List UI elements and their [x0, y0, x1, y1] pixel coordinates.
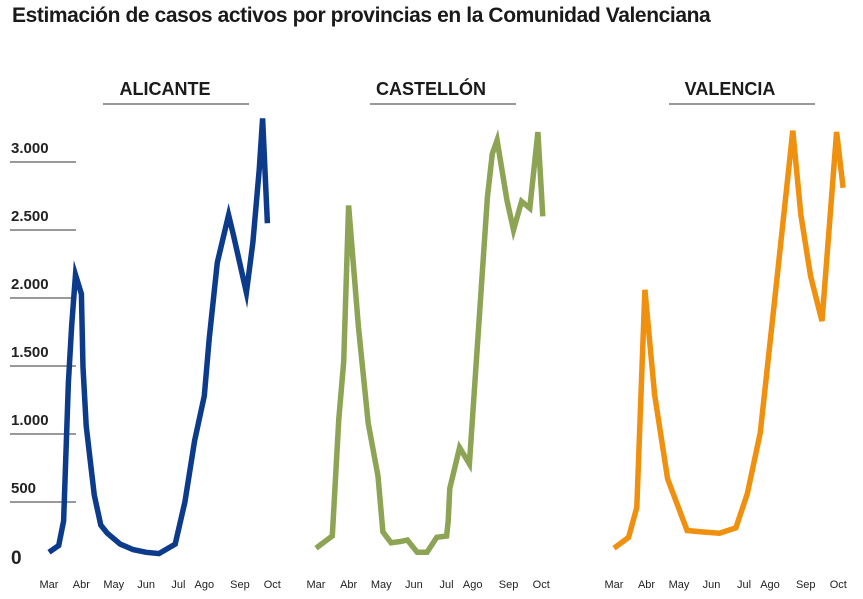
- x-tick-label: Mar: [307, 579, 326, 591]
- x-tick-label: Ago: [463, 579, 483, 591]
- x-tick-label: Jul: [440, 579, 454, 591]
- x-tick-label: Sep: [796, 579, 816, 591]
- panel-1: CASTELLÓN Mar Abr May Jun Jul Ago Sep Oct: [307, 78, 550, 591]
- x-tick-label: Abr: [73, 579, 90, 591]
- x-tick-label: Sep: [499, 579, 519, 591]
- panel-title: ALICANTE: [120, 79, 211, 99]
- panel-title: VALENCIA: [685, 79, 776, 99]
- x-tick-label: Jun: [703, 579, 721, 591]
- panel-2: VALENCIA Mar Abr May Jun Jul Ago Sep Oct: [605, 79, 847, 591]
- x-tick-label: May: [669, 579, 690, 591]
- x-tick-label: Mar: [40, 579, 59, 591]
- panel-title: CASTELLÓN: [376, 78, 486, 99]
- x-tick-label: Abr: [638, 579, 655, 591]
- x-tick-label: Ago: [760, 579, 780, 591]
- x-tick-label: May: [371, 579, 392, 591]
- x-tick-label: Jul: [737, 579, 751, 591]
- y-tick-label: 2.000: [11, 276, 49, 293]
- series-line: [314, 129, 546, 556]
- panel-0: ALICANTE Mar Abr May Jun Jul Ago Sep Oct: [40, 79, 281, 591]
- x-tick-label: Mar: [605, 579, 624, 591]
- x-tick-label: Jun: [405, 579, 423, 591]
- x-tick-label: Oct: [533, 579, 550, 591]
- x-tick-label: Sep: [230, 579, 250, 591]
- x-tick-label: Jul: [171, 579, 185, 591]
- series-line: [612, 130, 846, 551]
- x-tick-label: Oct: [264, 579, 281, 591]
- x-tick-label: May: [103, 579, 124, 591]
- y-tick-label: 1.500: [11, 344, 49, 361]
- y-tick-label: 500: [11, 480, 36, 497]
- x-tick-label: Abr: [340, 579, 357, 591]
- chart-title: Estimación de casos activos por provinci…: [12, 4, 711, 27]
- x-tick-label: Jun: [137, 579, 155, 591]
- y-tick-label: 3.000: [11, 140, 49, 157]
- x-tick-label: Oct: [830, 579, 847, 591]
- y-tick-label: 0: [11, 548, 22, 569]
- y-tick-label: 2.500: [11, 208, 49, 225]
- series-line: [47, 118, 271, 557]
- x-tick-label: Ago: [195, 579, 215, 591]
- y-axis: 0 500 1.000 1.500 2.000 2.500 3.000: [10, 140, 76, 569]
- y-tick-label: 1.000: [11, 412, 49, 429]
